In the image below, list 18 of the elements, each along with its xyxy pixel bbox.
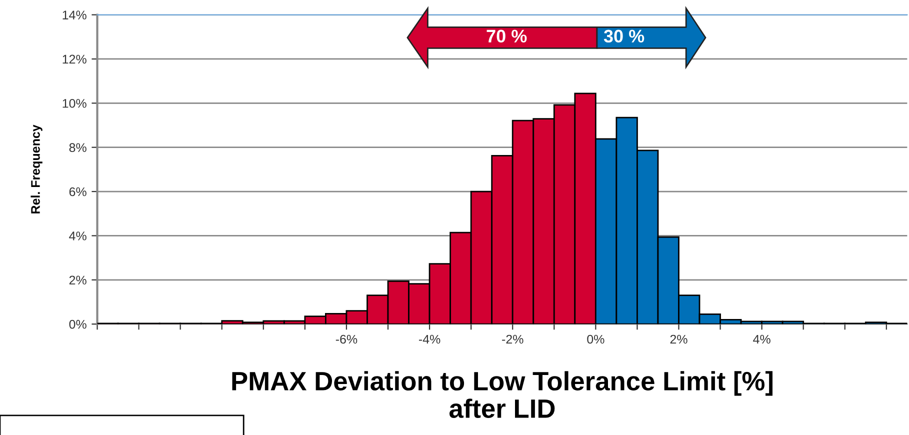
annotation: 70 % — [486, 30, 527, 43]
x-tick-label: 0% — [587, 334, 604, 344]
x-tick-label: 2% — [670, 334, 688, 344]
x-tick-label: -4% — [418, 334, 440, 344]
x-tick-label: 4% — [753, 334, 770, 344]
y-tick-label: 6% — [69, 187, 86, 196]
y-axis-title: Rel. Frequency — [30, 124, 42, 214]
y-tick-label: 12% — [62, 54, 86, 64]
y-tick-label: 14% — [62, 10, 86, 20]
x-axis-title: PMAX Deviation to Low Tolerance Limit [%] after LID — [232, 371, 772, 418]
y-tick-label: 2% — [69, 276, 86, 284]
x-tick-label: -2% — [502, 334, 524, 344]
y-tick-label: 0% — [69, 320, 86, 329]
annotation: 30 % — [604, 30, 644, 43]
x-tick-label: -6% — [336, 334, 358, 344]
y-tick-label: 4% — [69, 232, 86, 240]
y-tick-label: 8% — [69, 143, 86, 152]
y-tick-label: 10% — [62, 98, 86, 108]
